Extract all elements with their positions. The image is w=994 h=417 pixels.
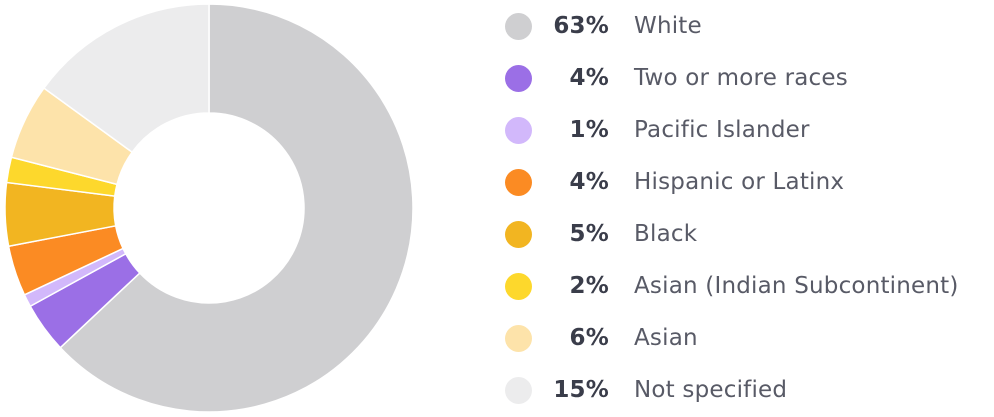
legend-swatch <box>505 64 532 92</box>
legend-item-white: 63% White <box>503 0 994 52</box>
legend-label: White <box>634 13 702 39</box>
legend-percent: 63% <box>553 13 609 39</box>
legend-percent: 4% <box>569 65 609 91</box>
legend-swatch <box>505 376 532 404</box>
legend-percent: 2% <box>569 273 609 299</box>
legend-label: Black <box>634 221 698 247</box>
legend-swatch <box>505 272 532 300</box>
legend-percent: 5% <box>569 221 609 247</box>
legend-item-hispanic-or-latinx: 4% Hispanic or Latinx <box>503 156 994 208</box>
legend-swatch <box>505 116 532 144</box>
legend-label: Hispanic or Latinx <box>634 169 845 195</box>
legend-label: Not specified <box>634 377 788 403</box>
legend-item-not-specified: 15% Not specified <box>503 364 994 416</box>
legend-percent: 6% <box>569 325 609 351</box>
legend-label: Two or more races <box>634 65 848 91</box>
legend-label: Pacific Islander <box>634 117 810 143</box>
legend-percent: 15% <box>553 377 609 403</box>
legend-item-asian: 6% Asian <box>503 312 994 364</box>
legend-percent: 1% <box>569 117 609 143</box>
legend-percent: 4% <box>569 169 609 195</box>
slice-not-specified <box>42 3 210 154</box>
legend-label: Asian (Indian Subcontinent) <box>634 273 959 299</box>
legend-swatch <box>505 220 532 248</box>
legend-item-pacific-islander: 1% Pacific Islander <box>503 104 994 156</box>
legend-swatch <box>505 324 532 352</box>
legend-label: Asian <box>634 325 698 351</box>
legend-swatch <box>505 12 532 40</box>
legend-item-asian-indian-subcontinent: 2% Asian (Indian Subcontinent) <box>503 260 994 312</box>
donut-chart <box>4 3 414 413</box>
legend-swatch <box>505 168 532 196</box>
slice-white <box>59 3 414 413</box>
legend-item-black: 5% Black <box>503 208 994 260</box>
legend-item-two-or-more-races: 4% Two or more races <box>503 52 994 104</box>
